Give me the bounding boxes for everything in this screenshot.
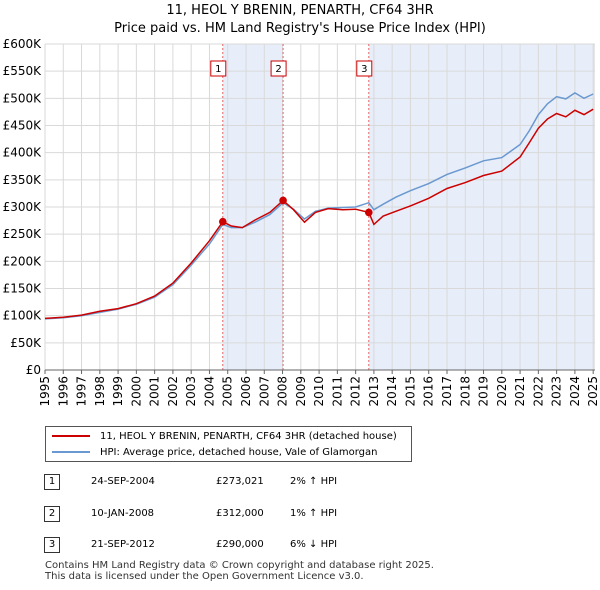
sale-point xyxy=(279,196,287,205)
x-tick-label: 2018 xyxy=(458,376,472,407)
sale-point xyxy=(218,217,227,226)
x-tick-label: 2000 xyxy=(129,376,143,407)
x-tick-label: 2016 xyxy=(422,376,436,407)
sale-price: £273,021 xyxy=(216,476,264,487)
x-tick-label: 2007 xyxy=(257,376,271,407)
x-tick-label: 2014 xyxy=(385,376,399,407)
chart-legend: 11, HEOL Y BRENIN, PENARTH, CF64 3HR (de… xyxy=(45,426,412,462)
price-chart: £0 £50K £100K £150K £200K £250K £300K £350K £400… xyxy=(3,37,600,407)
legend-swatch-property xyxy=(52,435,90,437)
x-tick-label: 1996 xyxy=(56,376,70,407)
sale-row: 2 10-JAN-2008 £312,000 1% ↑ HPI xyxy=(0,506,600,522)
footer: Contains HM Land Registry data © Crown c… xyxy=(45,560,434,582)
sale-number-badge: 1 xyxy=(44,474,60,490)
x-tick-label: 2012 xyxy=(349,376,363,407)
x-tick-label: 2001 xyxy=(148,376,162,407)
chart-subtitle: Price paid vs. HM Land Registry's House … xyxy=(114,21,486,36)
x-tick-label: 2020 xyxy=(495,376,509,407)
y-tick-label: £100K xyxy=(3,309,43,323)
x-tick-label: 2019 xyxy=(477,376,491,407)
y-tick-label: £50K xyxy=(10,336,42,350)
sale-date: 21-SEP-2012 xyxy=(91,539,155,550)
y-tick-label: £250K xyxy=(3,227,43,241)
x-tick-label: 2002 xyxy=(166,376,180,407)
x-tick-label: 2022 xyxy=(531,376,545,407)
legend-item-hpi: HPI: Average price, detached house, Vale… xyxy=(52,445,378,459)
x-tick-label: 2004 xyxy=(202,376,216,407)
x-tick-label: 1998 xyxy=(93,376,107,407)
sale-hpi-diff: 6% ↓ HPI xyxy=(290,539,338,550)
x-tick-label: 2024 xyxy=(568,376,582,407)
sale-number-badge: 2 xyxy=(44,506,60,522)
hpi-line xyxy=(44,92,594,320)
sale-price: £312,000 xyxy=(216,508,264,519)
x-tick-label: 1997 xyxy=(75,376,89,407)
y-tick-label: £600K xyxy=(3,37,43,51)
x-tick-label: 2009 xyxy=(294,376,308,407)
x-tick-label: 2015 xyxy=(403,376,417,407)
y-tick-label: £350K xyxy=(3,173,43,187)
sale-row: 3 21-SEP-2012 £290,000 6% ↓ HPI xyxy=(0,537,600,553)
y-tick-label: £300K xyxy=(3,200,43,214)
x-tick-label: 1999 xyxy=(111,376,125,407)
x-tick-label: 2025 xyxy=(586,376,600,407)
property-price-line xyxy=(44,108,594,320)
sale-price: £290,000 xyxy=(216,539,264,550)
y-tick-label: £450K xyxy=(3,119,43,133)
footer-copyright: Contains HM Land Registry data © Crown c… xyxy=(45,560,434,571)
y-tick-label: £200K xyxy=(3,254,43,268)
sale-number-label: 3 xyxy=(361,64,367,75)
sale-number-box xyxy=(210,60,227,77)
legend-label-hpi: HPI: Average price, detached house, Vale… xyxy=(100,446,378,458)
sale-row: 1 24-SEP-2004 £273,021 2% ↑ HPI xyxy=(0,474,600,490)
legend-label-property: 11, HEOL Y BRENIN, PENARTH, CF64 3HR (de… xyxy=(100,430,397,442)
x-tick-label: 2011 xyxy=(330,376,344,407)
sale-number-label: 1 xyxy=(215,64,221,75)
sale-number-box xyxy=(270,60,287,77)
legend-swatch-hpi xyxy=(52,451,90,453)
sale-date: 10-JAN-2008 xyxy=(91,508,155,519)
sale-number-box xyxy=(356,60,373,77)
x-tick-label: 2023 xyxy=(550,376,564,407)
footer-licence: This data is licensed under the Open Gov… xyxy=(45,571,364,582)
x-tick-label: 2008 xyxy=(276,376,290,407)
y-tick-label: £550K xyxy=(3,64,43,78)
y-tick-label: £500K xyxy=(3,91,43,105)
sale-number-label: 2 xyxy=(275,64,281,75)
chart-title: 11, HEOL Y BRENIN, PENARTH, CF64 3HR xyxy=(166,3,434,18)
x-tick-label: 2003 xyxy=(184,376,198,407)
sale-date: 24-SEP-2004 xyxy=(91,476,155,487)
legend-item-property: 11, HEOL Y BRENIN, PENARTH, CF64 3HR (de… xyxy=(52,429,397,443)
sale-hpi-diff: 1% ↑ HPI xyxy=(290,508,338,519)
x-tick-label: 2021 xyxy=(513,376,527,407)
sale-number-badge: 3 xyxy=(44,537,60,553)
x-tick-label: 2006 xyxy=(239,376,253,407)
x-tick-label: 2005 xyxy=(221,376,235,407)
sale-point xyxy=(364,208,373,217)
y-tick-label: £400K xyxy=(3,146,43,160)
x-tick-label: 1995 xyxy=(38,376,52,407)
y-tick-label: £150K xyxy=(3,282,43,296)
x-tick-label: 2017 xyxy=(440,376,454,407)
y-tick-label: £0 xyxy=(26,363,41,377)
x-tick-label: 2010 xyxy=(312,376,326,407)
sale-hpi-diff: 2% ↑ HPI xyxy=(290,476,338,487)
x-tick-label: 2013 xyxy=(367,376,381,407)
